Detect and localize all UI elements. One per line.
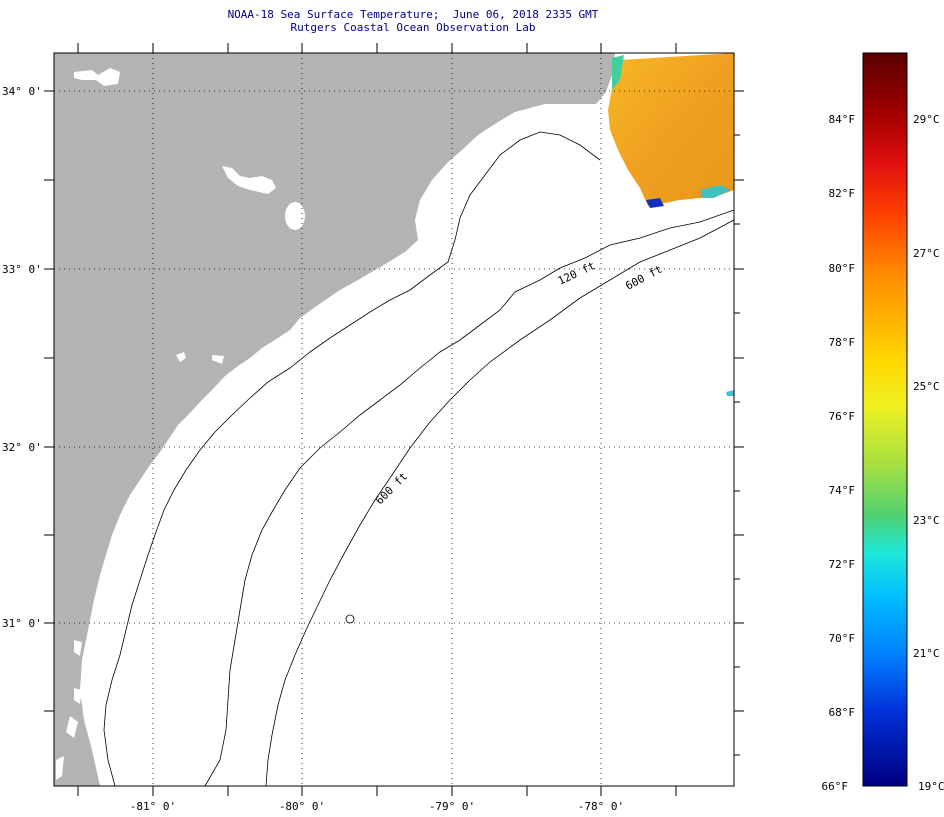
lon-label-81: -81° 0': [130, 800, 176, 813]
lat-label-34: 34° 0': [2, 85, 42, 98]
colorbar: [862, 52, 908, 787]
cb-c-29: 29°C: [913, 113, 940, 126]
cb-c-19: 19°C: [918, 780, 944, 793]
lon-label-79: -79° 0': [429, 800, 475, 813]
cb-f-84: 84°F: [829, 113, 856, 126]
colorbar-f-labels: 84°F 82°F 80°F 78°F 76°F 74°F 72°F 70°F …: [822, 113, 856, 793]
cb-f-78: 78°F: [829, 336, 856, 349]
cb-c-27: 27°C: [913, 247, 940, 260]
contour-600ft: [265, 219, 734, 786]
lat-label-31: 31° 0': [2, 617, 42, 630]
cb-f-76: 76°F: [829, 410, 856, 423]
cb-f-74: 74°F: [829, 484, 856, 497]
map-title: NOAA-18 Sea Surface Temperature; June 06…: [227, 8, 599, 21]
map-subtitle: Rutgers Coastal Ocean Observation Lab: [290, 21, 536, 34]
lat-lon-grid: [54, 53, 734, 786]
lon-label-78: -78° 0': [578, 800, 624, 813]
cloud-specks: [56, 68, 305, 780]
land-mass: [54, 53, 615, 786]
map-ticks: [44, 43, 744, 796]
map-frame: [53, 52, 735, 787]
sst-cool-edge-3: [612, 55, 624, 90]
cb-f-72: 72°F: [829, 558, 856, 571]
contour-120ft: [204, 209, 734, 786]
cb-c-21: 21°C: [913, 647, 940, 660]
cb-f-68: 68°F: [829, 706, 856, 719]
sst-speck: [726, 390, 734, 396]
cb-c-23: 23°C: [913, 514, 940, 527]
cb-f-70: 70°F: [829, 632, 856, 645]
contour-inner: [103, 131, 601, 786]
sst-cool-edge-2: [700, 185, 730, 198]
cb-f-66: 66°F: [822, 780, 849, 793]
lon-label-80: -80° 0': [279, 800, 325, 813]
lat-label-33: 33° 0': [2, 263, 42, 276]
lat-label-32: 32° 0': [2, 441, 42, 454]
cb-f-82: 82°F: [829, 187, 856, 200]
colorbar-c-labels: 29°C 27°C 25°C 23°C 21°C 19°C: [913, 113, 944, 793]
sst-cool-edge: [646, 198, 664, 208]
cb-c-25: 25°C: [913, 380, 940, 393]
cb-f-80: 80°F: [829, 262, 856, 275]
